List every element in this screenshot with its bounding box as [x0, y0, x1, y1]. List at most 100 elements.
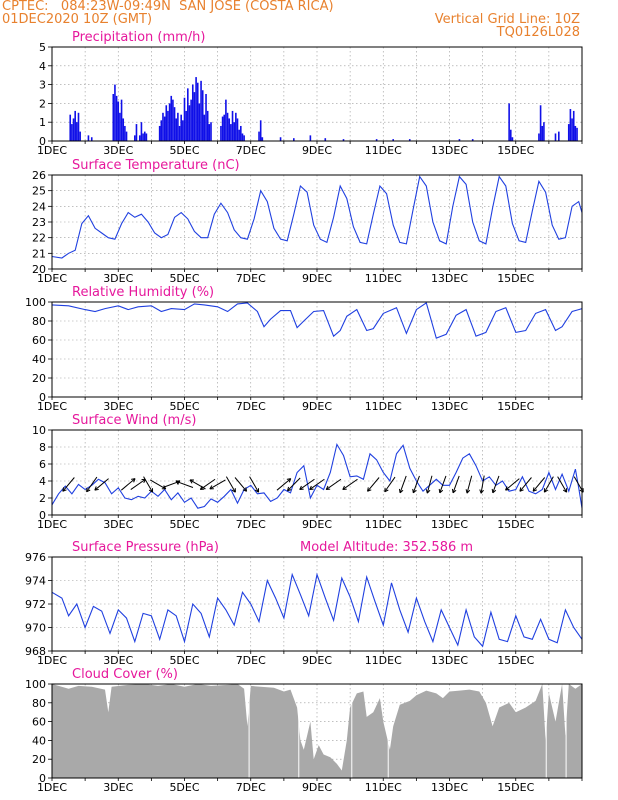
- x-tick-label: 3DEC: [103, 144, 133, 157]
- chart-header: CPTEC: 084:23W-09:49N SAN JOSE (COSTA RI…: [0, 0, 618, 40]
- precip-bar: [72, 118, 75, 141]
- x-tick-label: 7DEC: [236, 272, 266, 285]
- wind-arrow-shaft: [466, 475, 473, 494]
- precip-bar: [261, 137, 264, 141]
- precip-bar: [571, 118, 573, 141]
- precip-bar: [172, 99, 174, 141]
- wind-arrow: [62, 477, 75, 492]
- precip-bar: [228, 118, 231, 141]
- wind-arrow-head: [505, 486, 510, 491]
- panel-4: 0 2 4 6 8 10 1DEC 3DEC 5DEC 7DEC 9DEC 11DEC 13DEC 15D…: [32, 413, 584, 531]
- wind-arrow: [299, 478, 315, 491]
- wind-arrow-shaft: [532, 477, 546, 492]
- panel-2: 20 21 22 23 24 25 26 1DEC 3DEC 5DEC 7DEC 9DEC 11DEC 1…: [32, 158, 583, 285]
- x-tick-label: 1DEC: [37, 400, 67, 413]
- wind-arrow-head: [479, 489, 484, 494]
- precip-bar: [185, 110, 187, 141]
- precip-bar: [142, 133, 144, 141]
- wind-arrow-head: [131, 478, 136, 483]
- precip-bar: [183, 97, 186, 141]
- x-tick-label: 11DEC: [365, 400, 402, 413]
- y-tick-label: 20: [32, 263, 46, 276]
- x-tick-label: 3DEC: [103, 272, 133, 285]
- precip-bar: [167, 110, 169, 141]
- precip-bar: [90, 137, 93, 141]
- y-tick-label: 2: [39, 492, 46, 505]
- wind-arrow-head: [209, 485, 214, 490]
- wind-arrow: [120, 478, 136, 491]
- x-tick-label: 13DEC: [431, 272, 468, 285]
- y-tick-label: 6: [39, 458, 46, 471]
- x-tick-label: 13DEC: [431, 144, 468, 157]
- x-tick-label: 13DEC: [431, 400, 468, 413]
- x-tick-label: 15DEC: [497, 144, 534, 157]
- panel-title: Relative Humidity (%): [72, 285, 214, 300]
- wind-arrow: [543, 476, 554, 493]
- precip-bar: [574, 125, 577, 141]
- precip-bar: [572, 110, 575, 141]
- x-tick-label: 7DEC: [236, 781, 266, 794]
- wind-arrow-shaft: [130, 478, 146, 490]
- series-line: [51, 302, 583, 339]
- y-tick-label: 0: [39, 135, 46, 148]
- precip-bar: [187, 88, 189, 141]
- precip-bar: [539, 105, 542, 141]
- wind-arrow: [491, 475, 500, 494]
- precip-bar: [140, 122, 143, 141]
- precip-bar: [200, 80, 202, 141]
- y-tick-label: 8: [39, 441, 46, 454]
- precip-bar: [203, 114, 206, 141]
- wind-arrow-shaft: [143, 476, 153, 493]
- wind-arrow: [505, 478, 520, 491]
- precip-bar: [165, 105, 168, 141]
- x-tick-label: 3DEC: [103, 400, 133, 413]
- precip-bar: [196, 82, 199, 141]
- wind-arrow: [309, 478, 325, 491]
- x-tick-label: 11DEC: [365, 518, 402, 531]
- x-tick-label: 7DEC: [236, 400, 266, 413]
- x-tick-label: 7DEC: [236, 518, 266, 531]
- wind-arrow-head: [175, 480, 181, 485]
- x-tick-label: 15DEC: [497, 272, 534, 285]
- precip-bar: [178, 125, 181, 141]
- precip-bar: [69, 114, 72, 141]
- wind-arrow-shaft: [249, 476, 259, 493]
- wind-arrow: [225, 476, 236, 493]
- wind-arrow-shaft: [86, 476, 98, 493]
- y-tick-label: 60: [32, 716, 46, 729]
- x-tick-label: 11DEC: [365, 272, 402, 285]
- x-tick-label: 11DEC: [365, 654, 402, 667]
- precip-bar: [309, 135, 312, 141]
- precip-bar: [458, 139, 461, 141]
- precip-bar: [508, 103, 510, 141]
- precip-bar: [541, 125, 544, 141]
- precip-bar: [117, 101, 120, 141]
- precip-bar: [182, 120, 184, 141]
- precip-bar: [138, 135, 141, 141]
- precip-bar: [225, 99, 227, 141]
- precip-bar: [258, 131, 260, 141]
- grid-line-note: Vertical Grid Line: 10Z: [434, 12, 580, 27]
- wind-arrow-shaft: [200, 478, 216, 490]
- precip-bar: [76, 122, 78, 141]
- wind-arrow-shaft: [299, 478, 315, 490]
- precip-bar: [279, 137, 282, 141]
- wind-arrow-shaft: [426, 475, 433, 494]
- precip-bar: [205, 94, 207, 141]
- model-id: TQ0126L028: [496, 25, 580, 40]
- wind-arrow-shaft: [480, 475, 485, 494]
- x-tick-label: 9DEC: [302, 400, 332, 413]
- y-tick-label: 0: [39, 772, 46, 785]
- precip-bar: [471, 139, 474, 141]
- x-tick-label: 9DEC: [302, 144, 332, 157]
- wind-arrow-head: [286, 486, 292, 492]
- y-tick-label: 21: [32, 247, 46, 260]
- x-tick-label: 9DEC: [302, 272, 332, 285]
- precip-bar: [576, 127, 578, 141]
- y-tick-label: 80: [32, 697, 46, 710]
- precip-bar: [293, 138, 295, 141]
- x-tick-label: 5DEC: [169, 400, 199, 413]
- precip-bar: [543, 122, 545, 141]
- x-tick-label: 9DEC: [302, 654, 332, 667]
